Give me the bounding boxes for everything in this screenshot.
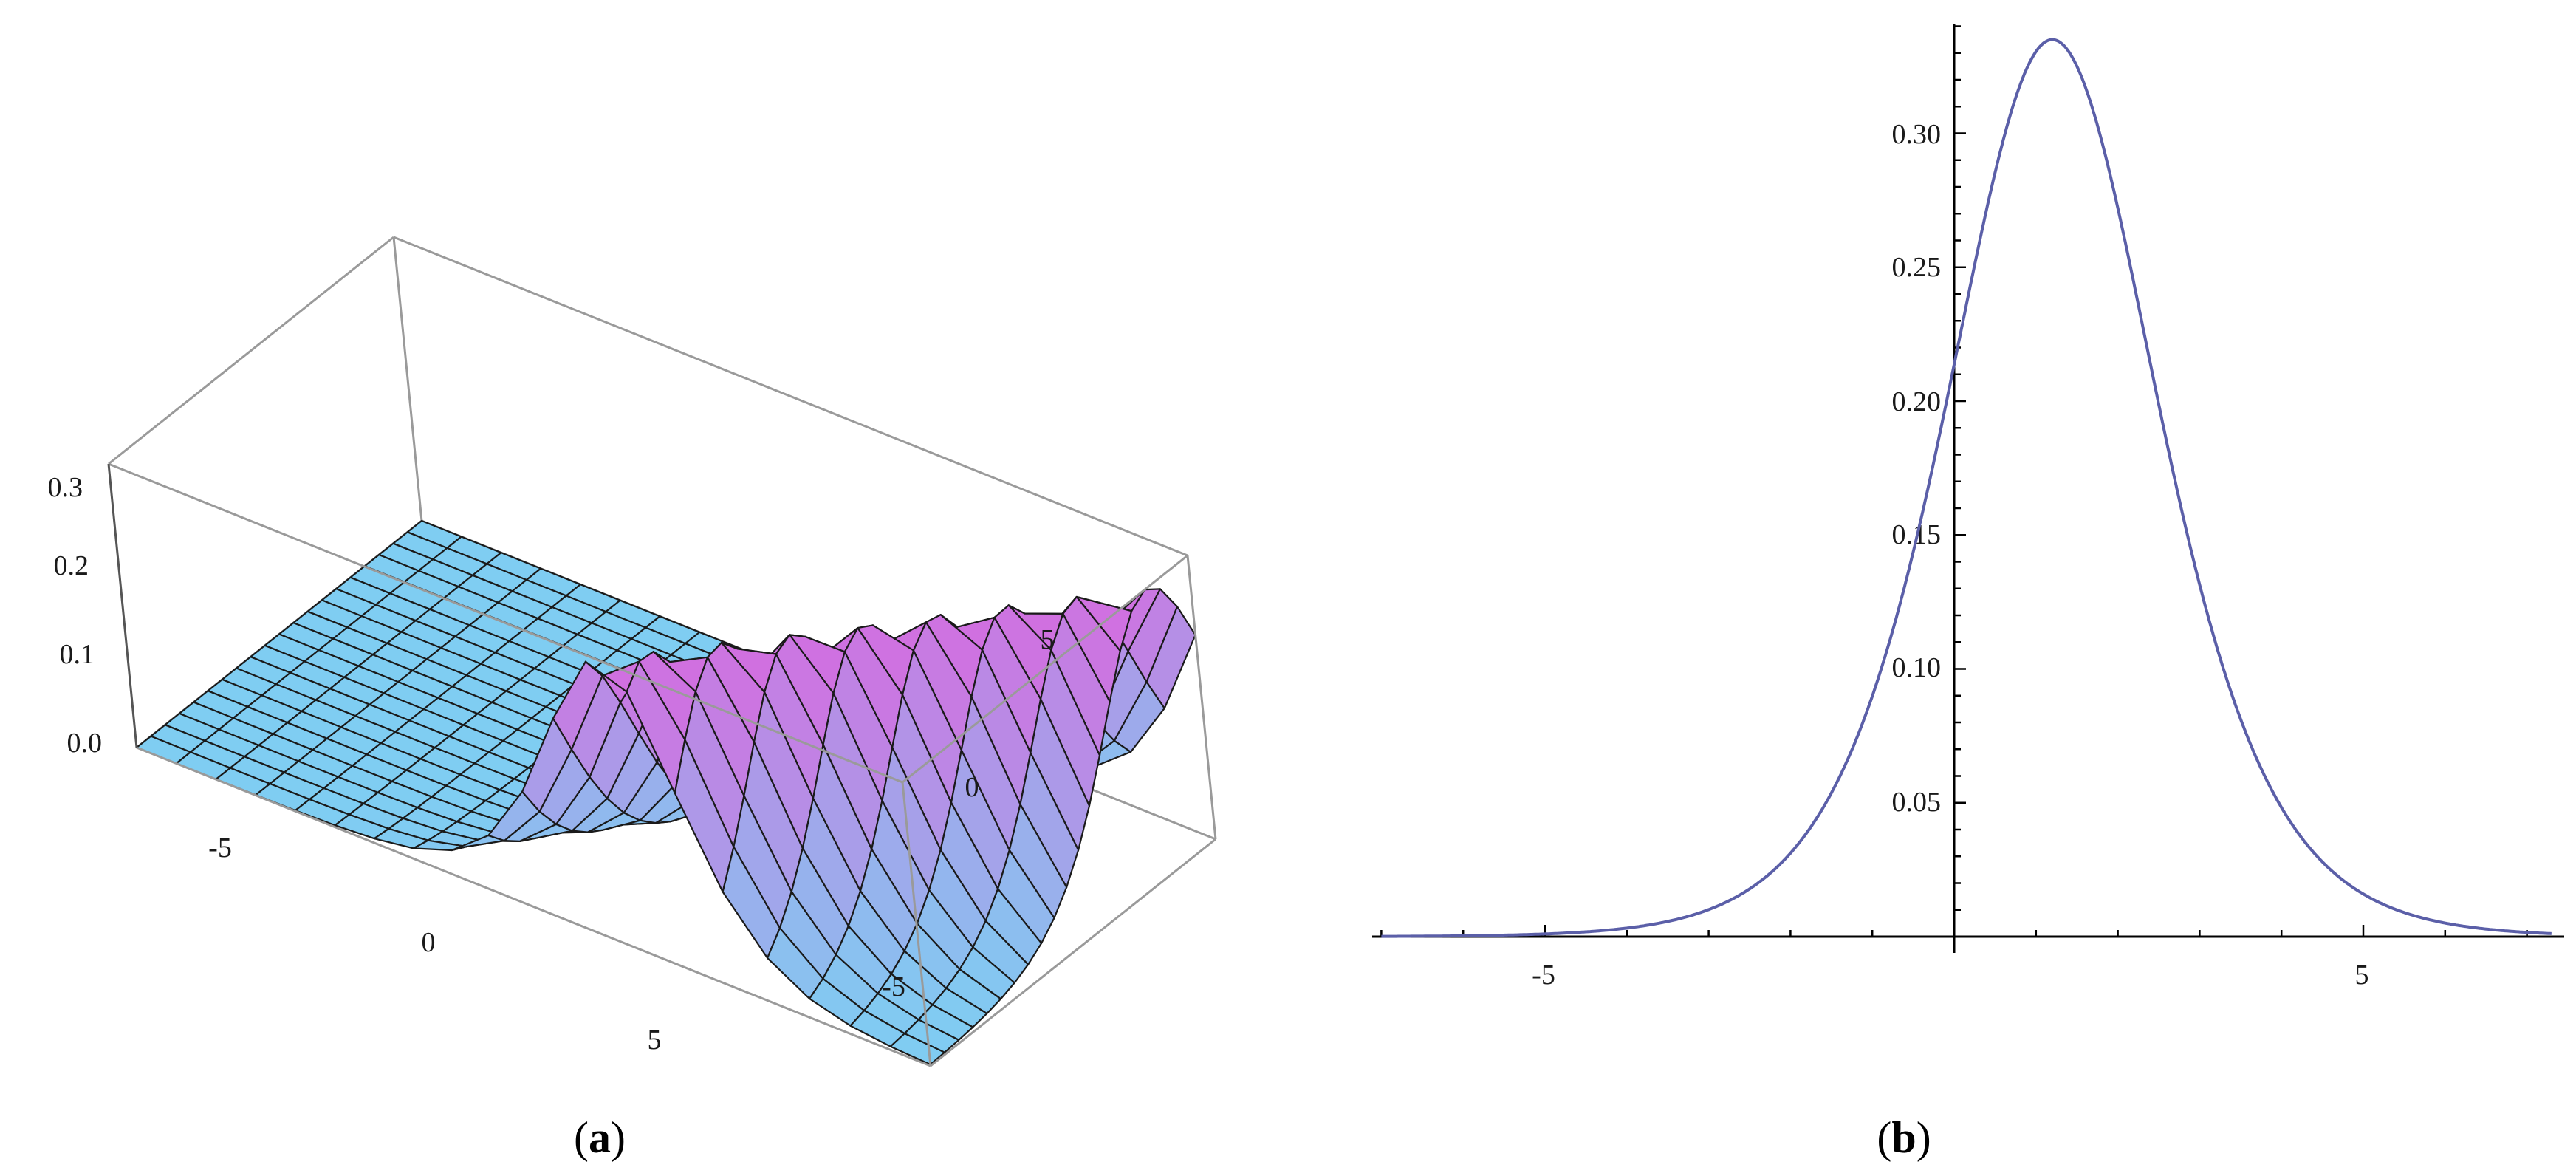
- surface-z-tick-label: 0.2: [54, 550, 89, 581]
- line-y-tick-label: 0.10: [1892, 652, 1942, 683]
- surface-facet: [889, 1032, 946, 1066]
- line-y-tick-label: 0.30: [1892, 119, 1942, 150]
- box-edge: [1186, 555, 1217, 840]
- panel-a-caption: (a): [574, 1113, 626, 1162]
- line-y-tick-label: 0.25: [1892, 252, 1942, 283]
- box-edge: [393, 236, 1188, 557]
- surface-x-tick-label: -5: [208, 833, 232, 864]
- surface-x-tick-label: 5: [648, 1025, 662, 1056]
- surface-z-tick-label: 0.3: [48, 472, 83, 503]
- line-minor-ticks: [1380, 25, 2528, 937]
- box-edge: [108, 236, 394, 465]
- line-y-tick-label: 0.05: [1892, 787, 1942, 818]
- box-edge: [136, 746, 931, 1067]
- line-y-tick-label: 0.20: [1892, 386, 1942, 417]
- surface-x-axis: -5 0 5: [208, 833, 661, 1056]
- box-edge: [108, 462, 903, 784]
- surface-z-tick-label: 0.0: [67, 728, 103, 759]
- surface-x-tick-label: 0: [422, 927, 436, 958]
- box-edge: [392, 236, 423, 522]
- surface-z-axis-line: [107, 463, 138, 748]
- box-edge: [902, 554, 1188, 784]
- box-edge: [901, 782, 932, 1067]
- panel-a-surface-plot: 0.0 0.1 0.2 0.3 -5 0 5 -5 0 5 (a): [48, 236, 1217, 1162]
- box-edge: [930, 838, 1216, 1067]
- line-series-curve: [1381, 38, 2552, 938]
- surface-y-tick-label: -5: [882, 971, 905, 1002]
- panel-b-caption: (b): [1877, 1113, 1931, 1162]
- panel-b-line-plot: -5 5 0.05 0.10 0.15 0.20 0.25 0.30 (b): [1372, 24, 2564, 1162]
- surface-y-tick-label: 0: [965, 772, 979, 803]
- line-x-tick-label: -5: [1532, 960, 1555, 991]
- surface-y-axis: -5 0 5: [882, 624, 1054, 1002]
- surface-z-axis: 0.0 0.1 0.2 0.3: [48, 463, 138, 759]
- surface-z-tick-label: 0.1: [60, 639, 95, 670]
- line-x-tick-label: 5: [2355, 960, 2369, 991]
- surface-mesh: [135, 519, 1196, 1066]
- surface-box-front-edges: [108, 462, 1217, 1067]
- surface-y-tick-label: 5: [1041, 624, 1055, 655]
